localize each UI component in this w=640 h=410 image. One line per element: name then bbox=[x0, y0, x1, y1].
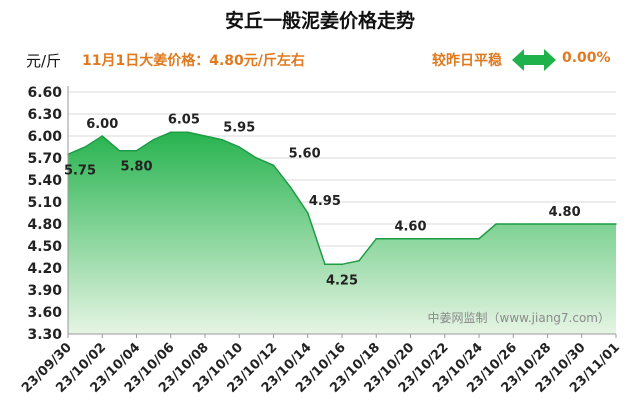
data-label: 5.95 bbox=[223, 121, 255, 136]
data-point bbox=[204, 135, 206, 137]
data-point bbox=[221, 138, 223, 141]
y-tick-label: 3.90 bbox=[27, 283, 62, 299]
area-fill bbox=[68, 132, 616, 334]
y-tick-label: 4.20 bbox=[27, 261, 62, 277]
area-series bbox=[67, 131, 617, 334]
data-point bbox=[169, 131, 172, 134]
data-label: 5.80 bbox=[120, 160, 152, 175]
data-label: 6.00 bbox=[86, 117, 118, 132]
y-tick-label: 6.60 bbox=[27, 85, 62, 101]
data-label: 5.60 bbox=[289, 146, 321, 161]
data-point bbox=[563, 223, 566, 225]
change-label: 较昨日平稳 bbox=[432, 53, 502, 69]
data-point bbox=[324, 263, 326, 266]
y-tick-label: 3.60 bbox=[27, 305, 62, 321]
y-tick-label: 5.10 bbox=[27, 195, 62, 211]
data-point bbox=[512, 223, 515, 225]
y-tick-labels: 3.30 3.60 3.90 4.20 4.50 4.80 5.10 5.40 5.70 6.00… bbox=[27, 85, 62, 343]
data-point bbox=[306, 212, 309, 214]
data-label: 5.75 bbox=[64, 163, 96, 178]
chart-title: 安丘一般泥姜价格走势 bbox=[224, 10, 415, 32]
data-labels: 5.75 6.00 5.80 6.05 5.95 5.60 4.95 4.25 4.60 4.80 bbox=[64, 112, 581, 288]
data-point bbox=[426, 237, 429, 240]
axes bbox=[67, 86, 617, 338]
data-point bbox=[615, 223, 617, 225]
data-point bbox=[358, 259, 360, 262]
data-point bbox=[580, 223, 583, 225]
data-point bbox=[375, 237, 378, 240]
y-tick-label: 4.50 bbox=[27, 239, 62, 255]
double-arrow-icon bbox=[512, 49, 556, 71]
data-point bbox=[118, 149, 121, 152]
data-point bbox=[392, 237, 395, 240]
y-tick-label: 3.30 bbox=[27, 327, 62, 343]
unit-label: 元/斤 bbox=[26, 52, 62, 70]
data-point bbox=[529, 223, 532, 225]
data-label: 6.05 bbox=[168, 112, 200, 127]
watermark: 中姜网监制（www.jiang7.com） bbox=[428, 310, 610, 325]
data-point bbox=[255, 157, 258, 159]
data-point bbox=[443, 237, 446, 240]
data-point bbox=[341, 263, 343, 266]
data-point bbox=[289, 186, 292, 189]
y-tick-label: 4.80 bbox=[27, 217, 62, 233]
data-point bbox=[238, 146, 241, 148]
x-tick-labels: 23/09/3023/10/0223/10/0423/10/0623/10/08… bbox=[19, 340, 623, 396]
data-point bbox=[101, 135, 104, 137]
data-label: 4.60 bbox=[394, 220, 426, 235]
y-tick-label: 5.70 bbox=[27, 151, 62, 167]
data-point bbox=[598, 223, 600, 225]
change-value: 0.00% bbox=[562, 50, 611, 66]
data-point bbox=[135, 149, 138, 152]
y-tick-label: 5.40 bbox=[27, 173, 62, 189]
data-point bbox=[495, 223, 497, 225]
y-tick-label: 6.30 bbox=[27, 107, 62, 123]
data-point bbox=[152, 138, 155, 141]
data-point bbox=[409, 237, 412, 240]
y-tick-label: 6.00 bbox=[27, 129, 62, 145]
data-label: 4.95 bbox=[309, 194, 341, 209]
data-label: 4.80 bbox=[549, 205, 581, 220]
data-point bbox=[546, 223, 549, 225]
data-point bbox=[272, 164, 275, 167]
data-point bbox=[478, 237, 480, 240]
data-label: 4.25 bbox=[326, 273, 358, 288]
price-note: 11月1日大姜价格：4.80元/斤左右 bbox=[82, 53, 305, 69]
data-point bbox=[84, 146, 86, 148]
data-point bbox=[461, 237, 463, 240]
data-point bbox=[187, 131, 189, 134]
